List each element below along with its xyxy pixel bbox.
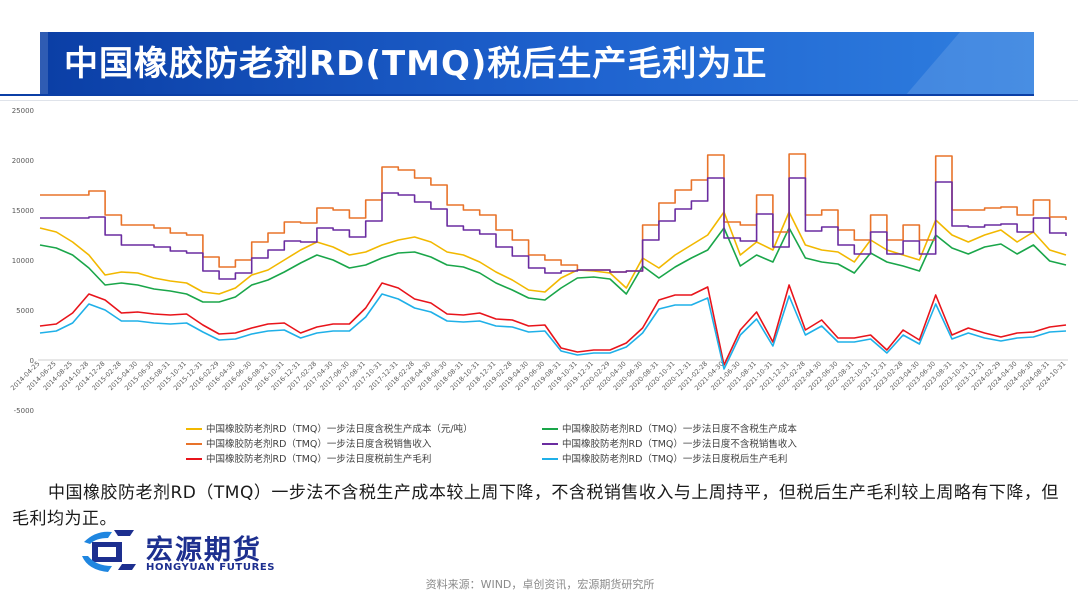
y-tick-label: 5000 [16, 307, 34, 315]
source-note: 资料来源：WIND，卓创资讯，宏源期货研究所 [425, 578, 655, 591]
line-chart: -500005000100001500020000250002014-04-25… [9, 107, 1068, 465]
series-line-4 [40, 177, 1067, 280]
legend-entry: 中国橡胶防老剂RD（TMQ）一步法日度不含税销售收入 [562, 438, 797, 450]
y-tick-label: 25000 [12, 107, 34, 115]
y-tick-label: 15000 [12, 207, 34, 215]
page-title: 中国橡胶防老剂RD(TMQ)税后生产毛利为正 [64, 44, 768, 84]
series-line-6 [39, 293, 1067, 370]
series-line-5 [39, 282, 1067, 366]
series-line-1 [39, 211, 1067, 295]
title-banner-background [0, 32, 1034, 96]
logo-name: 宏源期货 [146, 535, 262, 566]
logo-english-name: HONGYUAN FUTURES [146, 562, 276, 573]
legend-entry: 中国橡胶防老剂RD（TMQ）一步法日度税前生产毛利 [206, 453, 431, 465]
legend-entry: 中国橡胶防老剂RD（TMQ）一步法日度含税生产成本（元/吨） [206, 423, 473, 435]
chart-frame [0, 100, 1078, 473]
series-line-2 [39, 227, 1067, 303]
y-tick-label: 20000 [12, 157, 34, 165]
legend-entry: 中国橡胶防老剂RD（TMQ）一步法日度含税销售收入 [206, 438, 432, 450]
company-logo: 宏源期货 HONGYUAN FUTURES [78, 528, 318, 576]
chart-caption: 中国橡胶防老剂RD（TMQ）一步法不含税生产成本较上周下降，不含税销售收入与上周… [12, 483, 1059, 529]
y-tick-label: 10000 [12, 257, 34, 265]
title-banner: 中国橡胶防老剂RD(TMQ)税后生产毛利为正 [0, 32, 1080, 96]
legend-entry: 中国橡胶防老剂RD（TMQ）一步法日度税后生产毛利 [562, 453, 787, 465]
y-tick-label: 0 [30, 357, 34, 365]
hongyuan-logo-icon [82, 530, 136, 572]
legend-entry: 中国橡胶防老剂RD（TMQ）一步法日度不含税生产成本 [562, 423, 797, 435]
y-tick-label: -5000 [14, 407, 34, 415]
series-line-3 [40, 153, 1067, 273]
